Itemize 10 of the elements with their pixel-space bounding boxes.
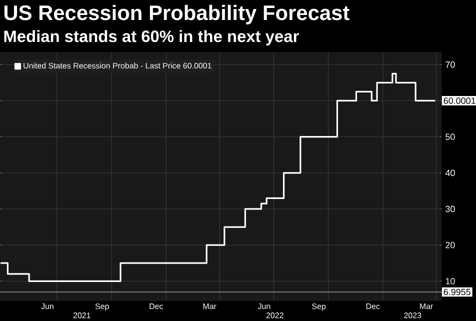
y-tick-label: 50 [446, 134, 455, 140]
y-tick-label: 40 [445, 170, 455, 176]
y-tick-label: 10 [446, 278, 455, 284]
ref-line-label: 6.9955 [444, 288, 470, 296]
y-tick-label: 20 [446, 242, 455, 248]
chart-title: US Recession Probability Forecast [4, 4, 350, 24]
y-tick-label: 70 [446, 61, 455, 68]
text: 60.0001 [444, 98, 476, 104]
y-tick-label: 30 [446, 206, 455, 212]
chart-subtitle: Median stands at 60% in the next year [4, 30, 299, 46]
